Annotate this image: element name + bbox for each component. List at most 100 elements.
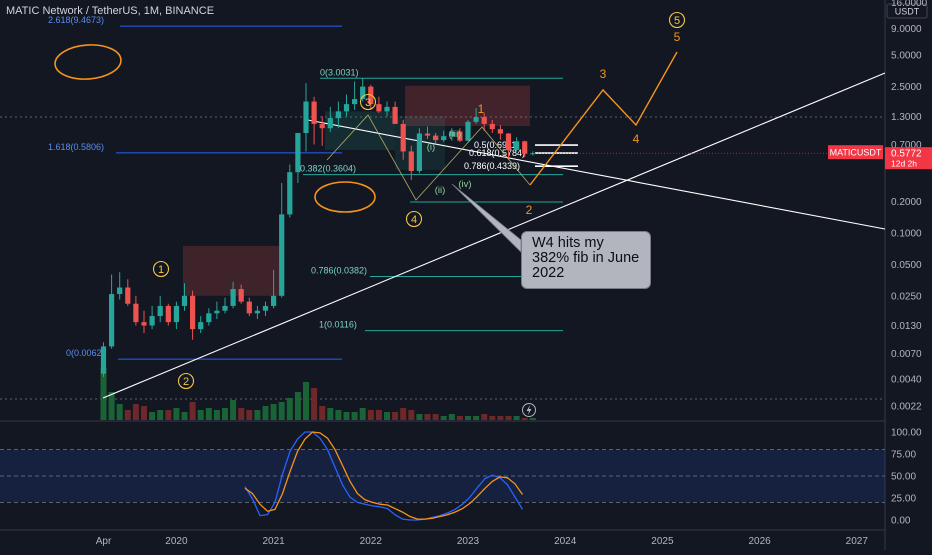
chart-title: MATIC Network / TetherUS, 1M, BINANCE	[6, 5, 215, 17]
candle-body	[133, 303, 139, 323]
candle-body	[424, 133, 431, 136]
price-tick: 1.3000	[891, 112, 922, 123]
volume-bar	[270, 404, 277, 420]
time-label: 2023	[457, 536, 480, 547]
projection-label: 3	[600, 67, 607, 81]
annotations: 1 2 3 4 5 (i) (ii) (iii) (iv) 1 2 3 4 5	[54, 11, 686, 417]
projection-label: 5	[674, 30, 681, 44]
candle-body	[117, 287, 123, 295]
volume-bar	[189, 402, 196, 420]
volume-bar	[278, 402, 285, 420]
time-label: 2020	[165, 536, 188, 547]
wave-circle	[152, 260, 170, 278]
volume-bar	[489, 416, 496, 420]
volume-bar	[448, 414, 455, 420]
callout-pointer	[451, 183, 522, 253]
price-badge-countdown: 12d 2h	[891, 159, 917, 169]
volume-bar	[262, 406, 269, 420]
candle-body	[327, 118, 333, 129]
wave-circle	[668, 11, 686, 29]
fib-levels: 2.618(9.4673) 1.618(0.5806) 0(0.0062) 0(3.0…	[48, 15, 578, 360]
price-tick: 16.0000	[891, 0, 928, 9]
candle-body	[222, 305, 228, 311]
volume-bar	[343, 412, 350, 420]
candle-body	[489, 123, 495, 130]
volume-bar	[384, 412, 390, 420]
volume-bar	[408, 410, 415, 420]
candle-body	[311, 101, 317, 124]
currency-box	[886, 3, 928, 19]
volume-bar	[141, 406, 147, 420]
price-tick: 0.0040	[891, 375, 922, 386]
candle-body	[287, 172, 293, 215]
price-badge-value: 0.5772	[891, 149, 922, 160]
stoch-d-line	[244, 431, 524, 520]
candle-body	[384, 106, 390, 112]
candle-body	[505, 133, 512, 150]
fib-label: 0(3.0031)	[320, 67, 359, 77]
wave-label: 2	[183, 376, 189, 388]
candle-body	[190, 295, 196, 330]
time-label: 2025	[651, 536, 674, 547]
volume-bar	[100, 368, 107, 420]
volume-bar	[205, 408, 212, 420]
candle-body	[408, 151, 414, 172]
time-label: 2026	[748, 536, 771, 547]
wave-label: 3	[365, 97, 371, 109]
stoch-tick: 75.00	[891, 450, 916, 461]
volume-bar	[416, 414, 423, 420]
price-tick: 0.0070	[891, 349, 922, 360]
time-label: 2027	[846, 536, 869, 547]
candle-body	[481, 117, 487, 124]
volume-bar	[432, 414, 439, 420]
candle-body	[262, 305, 269, 311]
currency-label: USDT	[895, 7, 920, 17]
minor-wave-label: (ii)	[435, 185, 446, 196]
price-tick: 9.0000	[891, 24, 922, 35]
volume-bar	[181, 412, 188, 420]
wave-box-1	[183, 245, 280, 296]
candle-body	[165, 305, 171, 323]
candle-body	[441, 136, 447, 141]
time-label: Apr	[96, 536, 112, 547]
candle-body	[149, 316, 155, 326]
small-fib-label: 0.786(0.4339)	[464, 161, 520, 171]
volume-bar	[197, 410, 204, 420]
volume-bar	[230, 400, 237, 420]
candle-body	[376, 104, 382, 112]
candle-body	[254, 310, 260, 314]
volume-bar	[375, 410, 382, 420]
candle-body	[157, 305, 163, 317]
wave-label: 4	[411, 214, 417, 226]
price-tick: 5.0000	[891, 51, 922, 62]
candle-body	[522, 141, 528, 154]
candle-body	[352, 99, 358, 105]
candle-body	[465, 121, 471, 141]
callout-line: 2022	[532, 265, 565, 281]
fib-label: 1(0.0116)	[319, 320, 357, 330]
volume-bars	[100, 368, 536, 420]
support-trendline	[102, 72, 886, 399]
symbol-badge-label: MATICUSDT	[830, 148, 882, 158]
volume-bar	[173, 408, 180, 420]
fib-label: 0(0.0062)	[66, 348, 105, 358]
volume-bar	[157, 410, 164, 420]
highlight-ellipse	[54, 44, 122, 80]
fib-label: 1.618(0.5806)	[48, 142, 104, 152]
time-label: 2024	[554, 536, 577, 547]
volume-bar	[367, 410, 374, 420]
candle-body	[343, 104, 350, 112]
candle-body	[303, 101, 309, 134]
callout-note: W4 hits my 382% fib in June 2022	[521, 231, 651, 289]
candle-body	[181, 295, 188, 306]
volume-bar	[497, 416, 504, 420]
volume-bar	[116, 404, 123, 420]
volume-bar	[222, 408, 228, 420]
wave-label: 1	[158, 264, 164, 276]
volume-bar	[359, 408, 366, 420]
volume-bar	[505, 416, 512, 420]
minor-wave-label: (iii)	[449, 129, 462, 140]
